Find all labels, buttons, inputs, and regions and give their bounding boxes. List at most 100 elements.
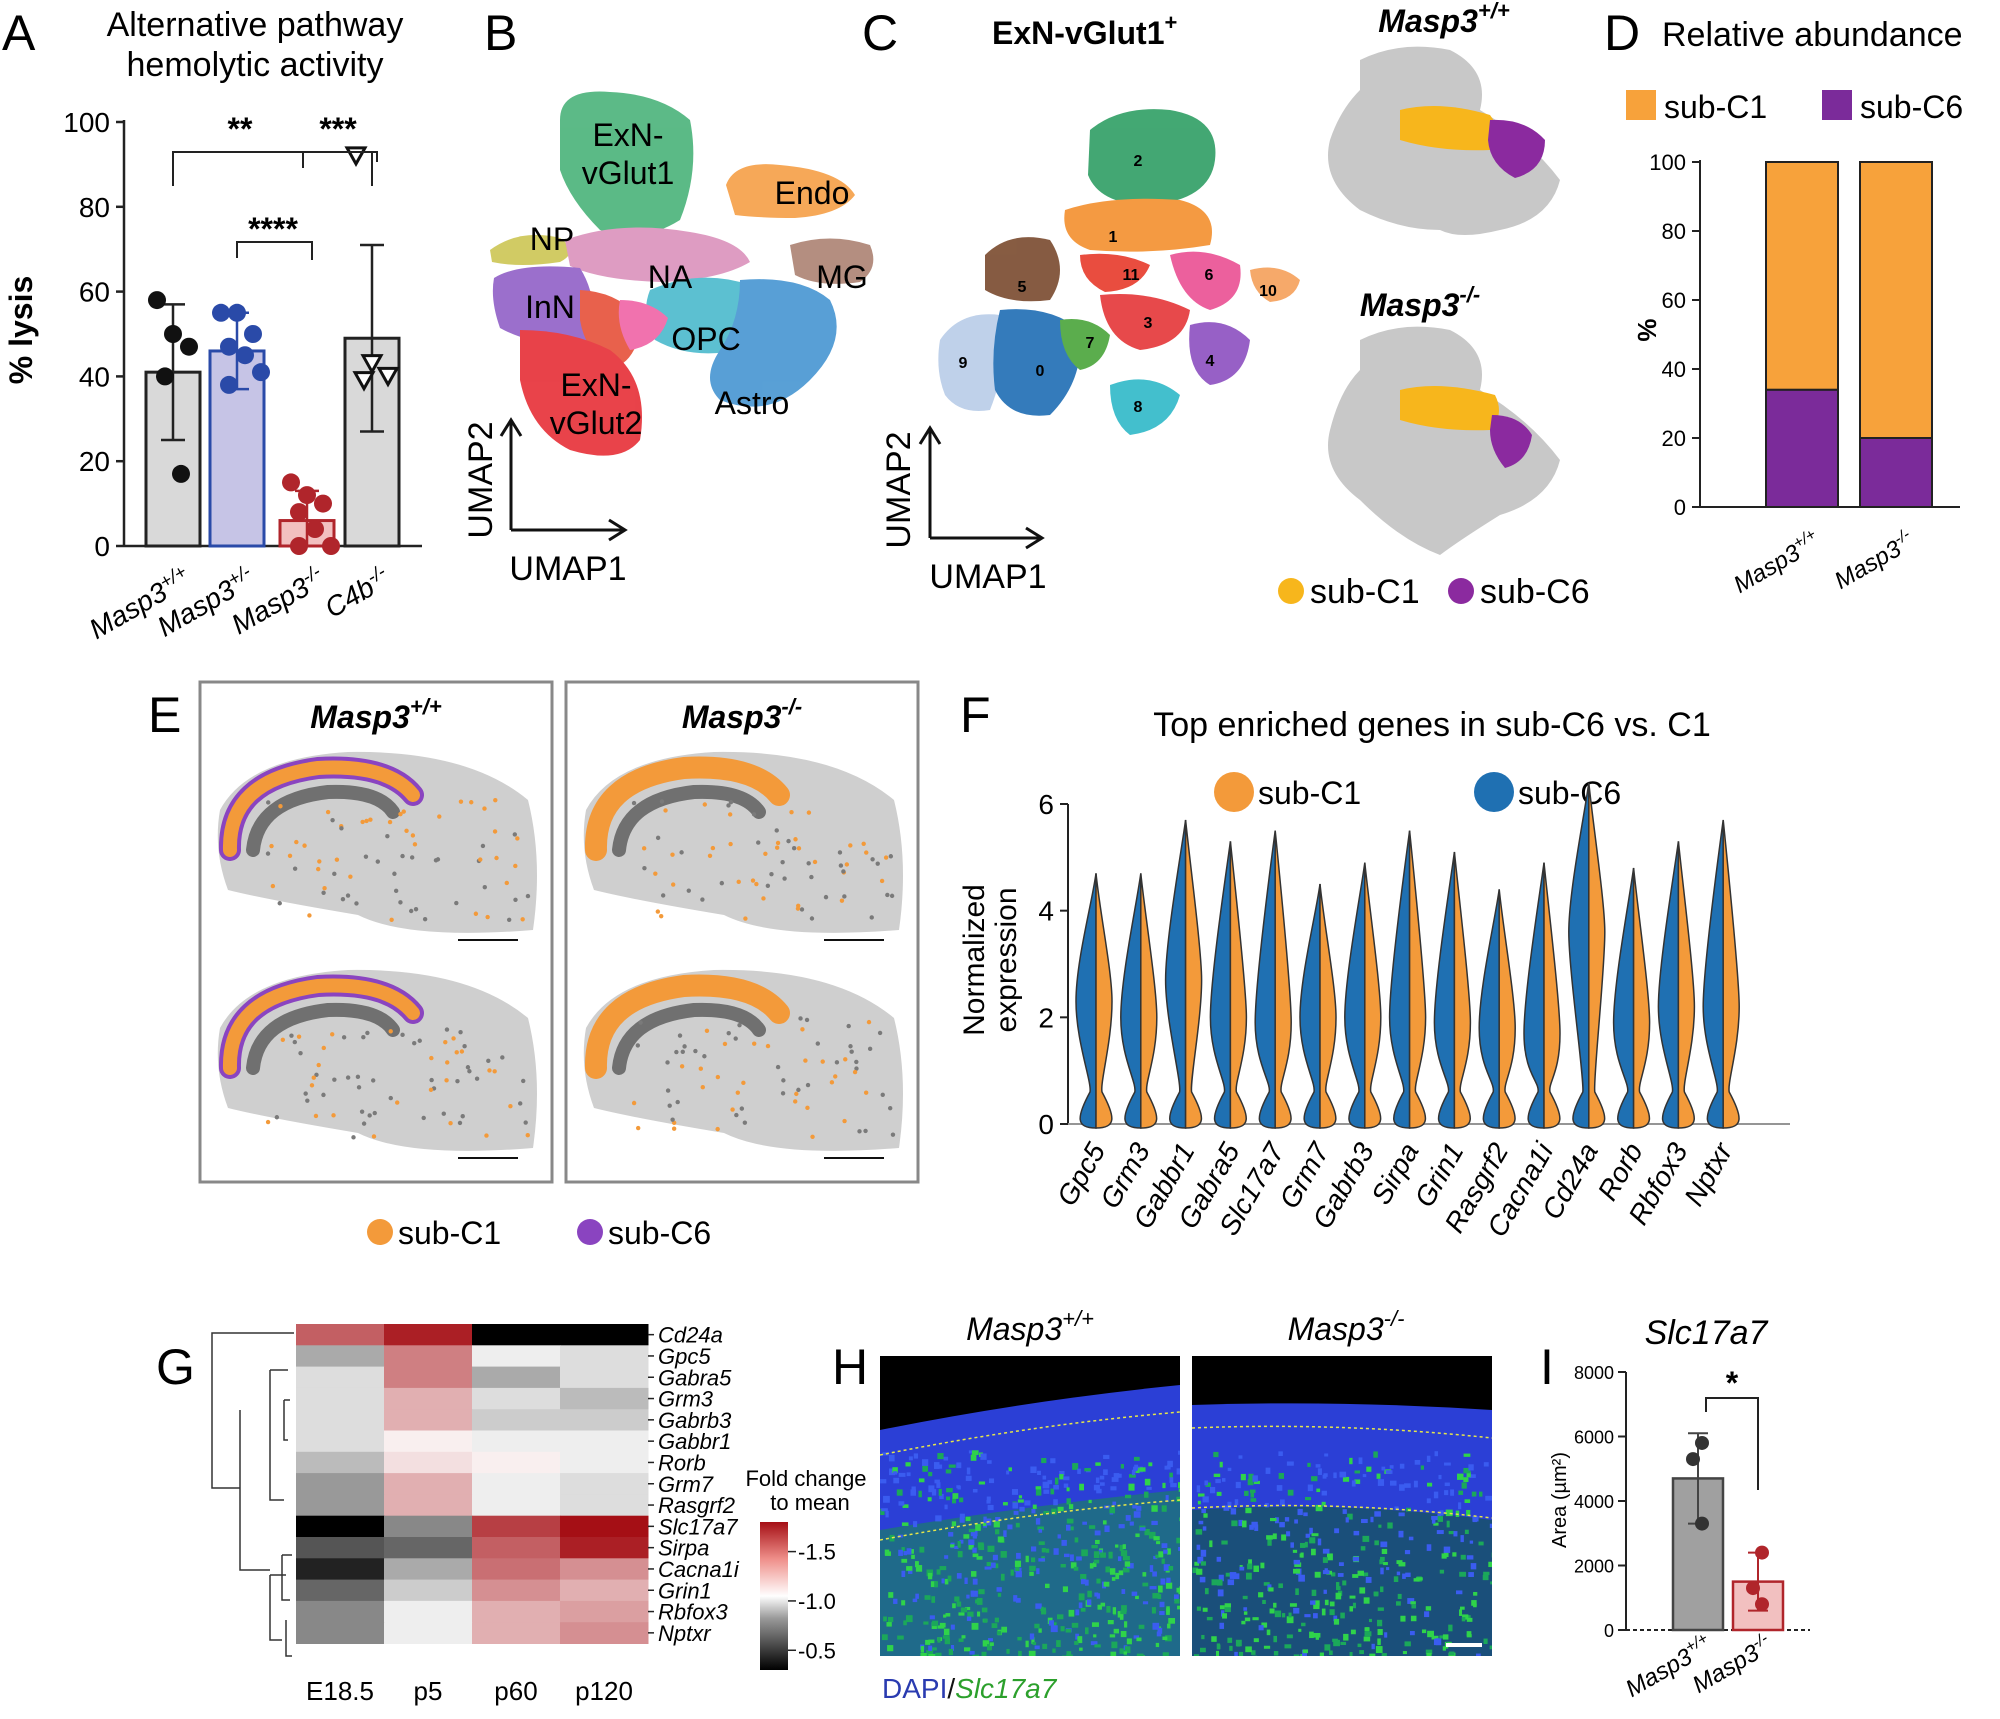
signal-speck <box>1077 1468 1081 1474</box>
scatter-dot <box>805 1105 810 1111</box>
signal-speck <box>944 1578 949 1585</box>
scatter-dot <box>655 909 661 914</box>
scatter-dot <box>728 799 734 805</box>
scatter-dot <box>458 1029 463 1035</box>
signal-speck <box>1053 1499 1058 1506</box>
signal-speck <box>1010 1569 1014 1576</box>
signal-speck <box>1443 1551 1449 1558</box>
panel-d-ytick-label: 80 <box>1662 219 1686 244</box>
heatmap-row-label: Rbfox3 <box>658 1600 728 1625</box>
scatter-dot <box>289 1033 294 1038</box>
signal-speck <box>1193 1654 1200 1656</box>
heatmap-cell <box>472 1579 561 1602</box>
heatmap-cell <box>296 1451 385 1474</box>
panel-i: I Slc17a7 Area (µm²) 0 2000 4000 6000 8000 *… <box>1540 1314 1810 1703</box>
scatter-dot <box>428 1087 434 1092</box>
heatmap-cell <box>472 1537 561 1559</box>
signal-speck <box>1095 1462 1101 1466</box>
scatter-dot <box>421 1115 426 1121</box>
signal-speck <box>1370 1516 1374 1523</box>
signal-speck <box>1168 1565 1174 1571</box>
signal-speck <box>1068 1609 1075 1617</box>
signal-speck <box>1350 1629 1356 1635</box>
subcluster-label-9: 9 <box>959 355 968 372</box>
signal-speck <box>1273 1651 1279 1656</box>
signal-speck <box>901 1570 906 1577</box>
subcluster-5 <box>985 237 1060 302</box>
signal-speck <box>1338 1562 1344 1567</box>
signal-speck <box>1136 1653 1144 1656</box>
signal-speck <box>1294 1519 1298 1524</box>
signal-speck <box>951 1521 957 1527</box>
sub-c1-layer <box>584 756 790 861</box>
panel-a-sig-mid: **** <box>248 211 298 247</box>
colorbar-tick-label: -0.5 <box>798 1638 836 1663</box>
signal-speck <box>893 1477 900 1484</box>
signal-speck <box>1244 1617 1251 1622</box>
signal-speck <box>1369 1653 1376 1656</box>
panel-d-legend-c1: sub-C1 <box>1664 89 1767 125</box>
panel-e-wt-title: Masp3+/+ <box>310 694 442 735</box>
scatter-dot <box>445 1060 450 1065</box>
signal-speck <box>1359 1587 1366 1594</box>
signal-speck <box>944 1504 948 1510</box>
signal-speck <box>934 1479 940 1484</box>
signal-speck <box>968 1528 976 1533</box>
scatter-dot <box>345 893 351 898</box>
panel-a-data-point <box>220 337 238 356</box>
panel-a-data-point <box>360 354 384 375</box>
signal-speck <box>1066 1498 1071 1505</box>
signal-speck <box>1007 1524 1013 1530</box>
scatter-dot <box>719 880 725 886</box>
signal-speck <box>1431 1519 1436 1524</box>
scatter-dot <box>372 1110 377 1116</box>
scatter-dot <box>339 826 344 831</box>
signal-speck <box>1377 1628 1383 1636</box>
signal-speck <box>1319 1652 1324 1656</box>
signal-speck <box>1120 1550 1128 1557</box>
umap-label-exn-vglut1-a: ExN- <box>592 117 663 153</box>
signal-speck <box>1066 1651 1072 1656</box>
signal-speck <box>1464 1529 1469 1535</box>
signal-speck <box>976 1597 983 1605</box>
heatmap-row-label: Grin1 <box>658 1578 712 1603</box>
signal-speck <box>941 1578 945 1584</box>
signal-speck <box>952 1498 957 1504</box>
panel-e-legend-c6: sub-C6 <box>608 1215 711 1251</box>
signal-speck <box>995 1529 1000 1535</box>
signal-speck <box>1238 1455 1243 1459</box>
panel-b-yaxis: UMAP2 <box>462 421 500 538</box>
signal-speck <box>1179 1586 1180 1590</box>
scatter-dot <box>311 1075 316 1080</box>
signal-speck <box>1274 1517 1279 1524</box>
subcluster-6 <box>1170 251 1241 310</box>
heatmap-cell <box>560 1473 649 1495</box>
signal-speck <box>1317 1468 1322 1475</box>
signal-speck <box>1050 1458 1056 1464</box>
signal-speck <box>1363 1636 1371 1642</box>
scatter-dot <box>332 1077 337 1082</box>
scatter-dot <box>332 871 337 877</box>
signal-speck <box>1093 1551 1100 1559</box>
panel-h-wt-image <box>880 1356 1180 1656</box>
signal-speck <box>1254 1524 1259 1531</box>
signal-speck <box>1138 1624 1145 1629</box>
signal-speck <box>1192 1567 1199 1574</box>
signal-speck <box>1155 1554 1159 1559</box>
heatmap-cell <box>384 1515 473 1538</box>
signal-speck <box>1349 1651 1353 1656</box>
signal-speck <box>939 1566 947 1571</box>
scatter-dot <box>375 859 381 864</box>
signal-speck <box>928 1471 933 1477</box>
signal-speck <box>1216 1579 1223 1586</box>
scatter-dot <box>655 835 661 841</box>
scatter-dot <box>485 914 490 920</box>
signal-speck <box>1231 1520 1238 1527</box>
signal-speck <box>952 1493 959 1499</box>
signal-speck <box>1034 1623 1040 1629</box>
signal-speck <box>1219 1461 1223 1468</box>
signal-speck <box>1397 1593 1402 1599</box>
signal-speck <box>911 1554 915 1559</box>
heatmap-cell <box>560 1430 649 1453</box>
violin-sub-c6 <box>1299 883 1321 1129</box>
